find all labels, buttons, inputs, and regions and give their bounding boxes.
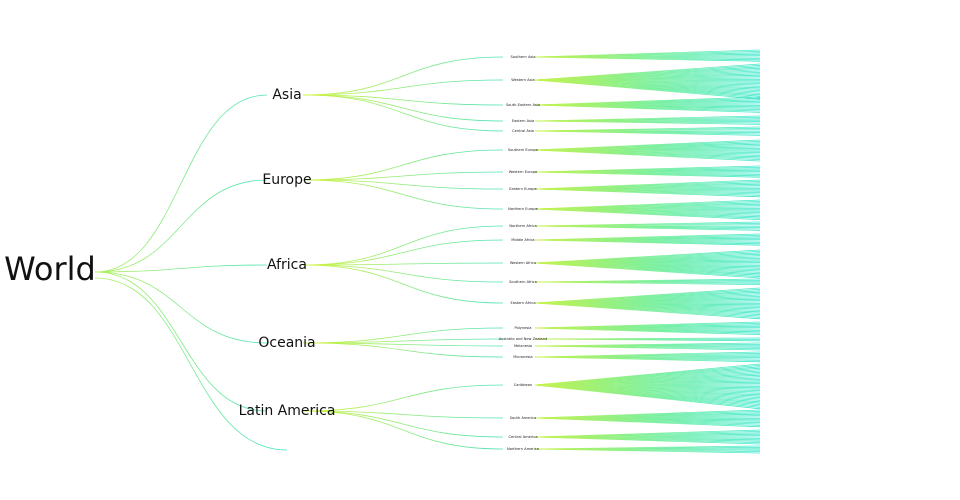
region-label: Western Asia [511,78,534,82]
region-label: Northern Europe [508,207,539,211]
link [302,342,504,347]
link [94,179,268,273]
region-label: South-Eastern Asia [506,103,540,107]
leaf-link [534,327,761,335]
link [302,410,504,450]
region-label: Eastern Europe [509,187,537,191]
continent-label: Asia [272,87,301,103]
link [302,171,504,181]
link [302,410,504,419]
leaf-link [534,417,761,428]
region-label: Western Europe [509,170,538,174]
link [302,264,504,304]
link [302,342,504,358]
link [302,94,504,106]
link [302,225,504,266]
region-label: Northern America [507,447,539,451]
leaf-link [534,56,761,62]
leaf-link [534,149,761,162]
link [302,264,504,283]
leaf-link [534,384,761,410]
leaf-link [534,436,761,445]
region-label: Northern Africa [509,224,536,228]
region-label: Australia and New Zealand [499,337,548,341]
leaf-link [534,225,761,231]
link [94,271,268,344]
link [302,179,504,190]
leaf-link [534,239,761,246]
region-label: Southern Europe [508,148,539,152]
region-label: Eastern Africa [510,301,535,305]
region-label: Western Africa [510,261,536,265]
link [302,149,504,181]
region-label: Central America [508,435,537,439]
leaf-link [534,448,761,454]
region-label: Micronesia [513,355,532,359]
leaf-link [534,188,761,198]
link [302,94,504,132]
continent-label: Europe [262,172,311,188]
continent-label: Oceania [258,335,315,351]
leaf-link [534,345,761,351]
region-label: Southern Africa [509,280,537,284]
link [302,56,504,96]
region-label: Southern Asia [510,55,535,59]
leaf-link [534,104,761,113]
root-label: World [4,250,96,288]
labels: World Asia Southern Asia Western Asia South… [4,55,547,451]
link [94,271,268,412]
region-label: Melanesia [514,344,532,348]
region-label: South America [510,416,536,420]
region-label: Central Asia [512,129,534,133]
region-label: Caribbean [514,383,532,387]
link [302,262,504,266]
link [302,94,504,122]
region-label: Middle Africa [511,238,534,242]
link [94,277,288,451]
leaf-link [534,262,761,279]
link [302,239,504,266]
region-label: Eastern Asia [512,119,534,123]
leaf-link [534,208,761,220]
link [94,264,268,273]
continent-label: Latin America [239,403,336,419]
leaf-link [534,281,761,285]
leaf-link [534,130,761,136]
leaf-link [534,338,761,342]
region-label: Polynesia [515,326,532,330]
link [94,94,268,273]
link [302,410,504,438]
link [302,179,504,210]
leaf-link [534,356,761,363]
leaf-link [534,120,761,125]
link [302,327,504,344]
continent-label: Africa [267,257,307,273]
link [302,79,504,96]
link [302,384,504,412]
leaf-link [534,171,761,178]
leaf-link [534,302,761,320]
leaf-link [534,79,761,100]
links [94,49,761,454]
